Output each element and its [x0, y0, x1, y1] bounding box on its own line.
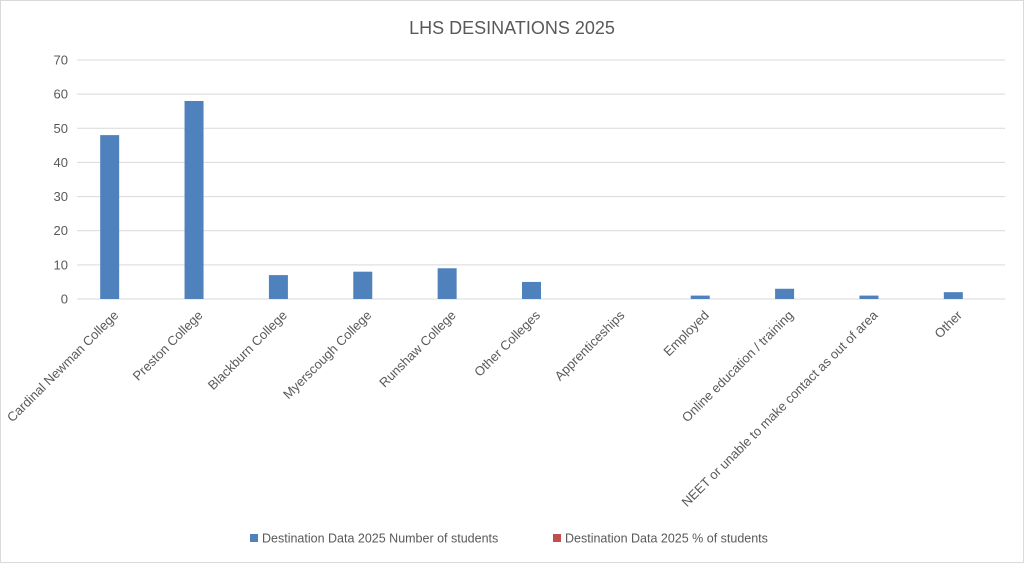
legend-label: Destination Data 2025 Number of students	[262, 532, 498, 546]
x-category-label: Preston College	[130, 308, 206, 384]
y-axis-ticks: 0 10 20 30 40 50 60 70	[54, 53, 68, 307]
bar-number-of-students	[353, 271, 373, 299]
bar-number-of-students	[859, 295, 879, 299]
y-tick-label: 20	[54, 223, 68, 238]
x-category-label: Myerscough College	[280, 308, 374, 402]
bar-number-of-students	[437, 268, 457, 299]
bars	[100, 100, 963, 299]
y-tick-label: 30	[54, 189, 68, 204]
bar-number-of-students	[184, 100, 204, 299]
legend-swatch	[250, 534, 258, 542]
x-category-label: NEET or unable to make contact as out of…	[679, 307, 882, 510]
x-category-label: Blackburn College	[205, 308, 290, 393]
chart-title: LHS DESINATIONS 2025	[409, 18, 615, 38]
legend-swatch	[553, 534, 561, 542]
x-axis-labels: Cardinal Newman College Preston College Bl…	[4, 307, 966, 510]
bar-number-of-students	[690, 295, 710, 299]
bar-number-of-students	[268, 275, 288, 299]
y-tick-label: 0	[61, 292, 68, 307]
bar-number-of-students	[943, 292, 963, 299]
x-category-label: Runshaw College	[376, 308, 459, 391]
y-tick-label: 50	[54, 121, 68, 136]
x-category-label: Employed	[660, 308, 711, 359]
bar-number-of-students	[100, 135, 120, 299]
y-tick-label: 40	[54, 155, 68, 170]
x-category-label: Other Colleges	[471, 307, 543, 379]
legend-label: Destination Data 2025 % of students	[565, 532, 768, 546]
y-tick-label: 10	[54, 257, 68, 272]
x-category-label: Cardinal Newman College	[4, 308, 121, 425]
y-tick-label: 70	[54, 53, 68, 68]
bar-number-of-students	[775, 288, 795, 299]
x-category-label: Apprenticeships	[551, 307, 627, 383]
bar-number-of-students	[522, 281, 541, 299]
x-category-label: Other	[931, 307, 965, 341]
y-tick-label: 60	[54, 87, 68, 102]
gridlines	[77, 59, 1005, 300]
legend: Destination Data 2025 Number of students…	[250, 532, 768, 546]
